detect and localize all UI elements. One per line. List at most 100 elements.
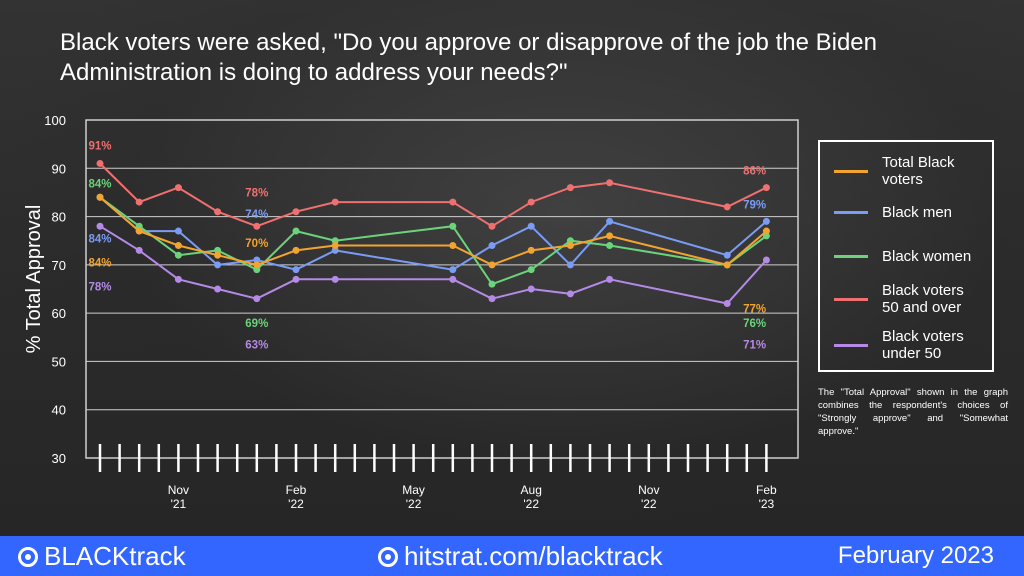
- data-point-under50: [331, 275, 339, 283]
- y-tick-label: 100: [44, 113, 66, 128]
- data-point-women: [331, 237, 339, 245]
- legend-item-total: Total Black voters: [834, 154, 982, 188]
- data-point-total: [527, 246, 535, 254]
- series-line-men: [99, 196, 768, 271]
- legend-swatch-women: [834, 255, 868, 258]
- data-point-over50: [488, 222, 496, 230]
- data-point-over50: [723, 203, 731, 211]
- data-point-total: [292, 246, 300, 254]
- data-point-women: [488, 280, 496, 288]
- data-label-women: 84%: [88, 178, 111, 190]
- data-point-women: [292, 227, 300, 235]
- footer-link[interactable]: hitstrat.com/blacktrack: [378, 541, 663, 572]
- data-point-over50: [253, 222, 261, 230]
- footer-date: February 2023: [837, 542, 994, 569]
- legend-label-women: Black women: [882, 248, 972, 265]
- series-line-over50: [99, 162, 767, 228]
- y-tick-label: 90: [52, 161, 66, 176]
- data-point-women: [566, 237, 574, 245]
- data-point-total: [488, 261, 496, 269]
- data-point-total: [174, 242, 182, 250]
- legend-swatch-men: [834, 211, 868, 214]
- x-tick-label: '22: [523, 497, 539, 511]
- x-tick-label: May: [402, 483, 425, 497]
- chart-title: Black voters were asked, "Do you approve…: [60, 29, 877, 86]
- data-label-men: 84%: [88, 233, 111, 245]
- data-point-over50: [96, 159, 104, 167]
- data-label-men: 79%: [743, 200, 766, 212]
- x-tick-label: Feb: [756, 483, 777, 497]
- y-tick-label: 80: [52, 210, 66, 225]
- data-point-total: [253, 261, 261, 269]
- legend-label-men: Black men: [882, 204, 953, 221]
- data-point-total: [331, 242, 339, 250]
- data-point-over50: [331, 198, 339, 206]
- data-label-women: 76%: [743, 318, 766, 330]
- data-point-women: [174, 251, 182, 259]
- footnote: The "Total Approval" shown in the graph …: [818, 387, 1008, 437]
- legend-swatch-total: [834, 169, 868, 173]
- y-tick-label: 60: [52, 306, 66, 321]
- data-label-over50: 91%: [88, 140, 111, 152]
- data-label-over50: 78%: [245, 187, 268, 199]
- data-label-over50: 86%: [743, 166, 766, 178]
- data-point-men: [723, 251, 731, 259]
- footer-bar: BLACKtrack hitstrat.com/blacktrack Febru…: [0, 536, 1024, 576]
- data-label-women: 69%: [245, 318, 268, 330]
- legend-label-under50: Black voters under 50: [882, 328, 964, 362]
- data-point-men: [174, 227, 182, 235]
- legend-label-total: Total Black voters: [882, 154, 955, 188]
- data-point-men: [488, 242, 496, 250]
- legend-label-over50: Black voters 50 and over: [882, 282, 964, 316]
- data-point-over50: [292, 208, 300, 216]
- data-point-under50: [449, 275, 457, 283]
- data-point-women: [135, 222, 143, 230]
- legend-item-over50: Black voters 50 and over: [834, 282, 982, 316]
- data-point-total: [214, 251, 222, 259]
- data-point-under50: [566, 290, 574, 298]
- x-tick-label: Feb: [286, 483, 307, 497]
- data-point-total: [762, 227, 770, 235]
- data-point-under50: [253, 295, 261, 303]
- data-label-under50: 71%: [743, 340, 766, 352]
- target-icon: [18, 546, 38, 567]
- x-tick-label: Nov: [638, 483, 659, 497]
- data-point-total: [135, 227, 143, 235]
- data-point-under50: [488, 295, 496, 303]
- data-point-under50: [214, 285, 222, 293]
- data-point-total: [449, 242, 457, 250]
- data-point-under50: [606, 275, 614, 283]
- data-point-total: [566, 242, 574, 250]
- data-point-under50: [723, 299, 731, 307]
- data-label-under50: 63%: [245, 340, 268, 352]
- data-point-under50: [762, 256, 770, 264]
- data-point-under50: [174, 275, 182, 283]
- data-point-men: [331, 246, 339, 254]
- legend-item-under50: Black voters under 50: [834, 328, 982, 362]
- data-point-women: [214, 246, 222, 254]
- data-point-under50: [96, 222, 104, 230]
- footer-url[interactable]: hitstrat.com/blacktrack: [404, 541, 663, 571]
- data-point-over50: [762, 184, 770, 192]
- x-tick-label: Aug: [521, 483, 542, 497]
- brand-name: BLACKtrack: [44, 541, 186, 571]
- x-tick-label: '22: [288, 497, 304, 511]
- data-point-men: [449, 266, 457, 274]
- data-point-women: [762, 232, 770, 240]
- legend-swatch-over50: [834, 297, 868, 301]
- x-tick-label: '22: [406, 497, 422, 511]
- x-tick-label: '23: [759, 497, 775, 511]
- legend: Total Black voters Black men Black women…: [818, 140, 994, 372]
- series-line-women: [99, 196, 767, 286]
- y-tick-label: 30: [52, 451, 66, 466]
- data-point-women: [253, 266, 261, 274]
- data-point-total: [723, 261, 731, 269]
- data-point-men: [566, 261, 574, 269]
- data-point-total: [96, 193, 104, 201]
- data-point-over50: [566, 184, 574, 192]
- x-tick-label: '21: [171, 497, 187, 511]
- y-tick-label: 50: [52, 354, 66, 369]
- data-point-over50: [606, 179, 614, 187]
- data-point-under50: [292, 275, 300, 283]
